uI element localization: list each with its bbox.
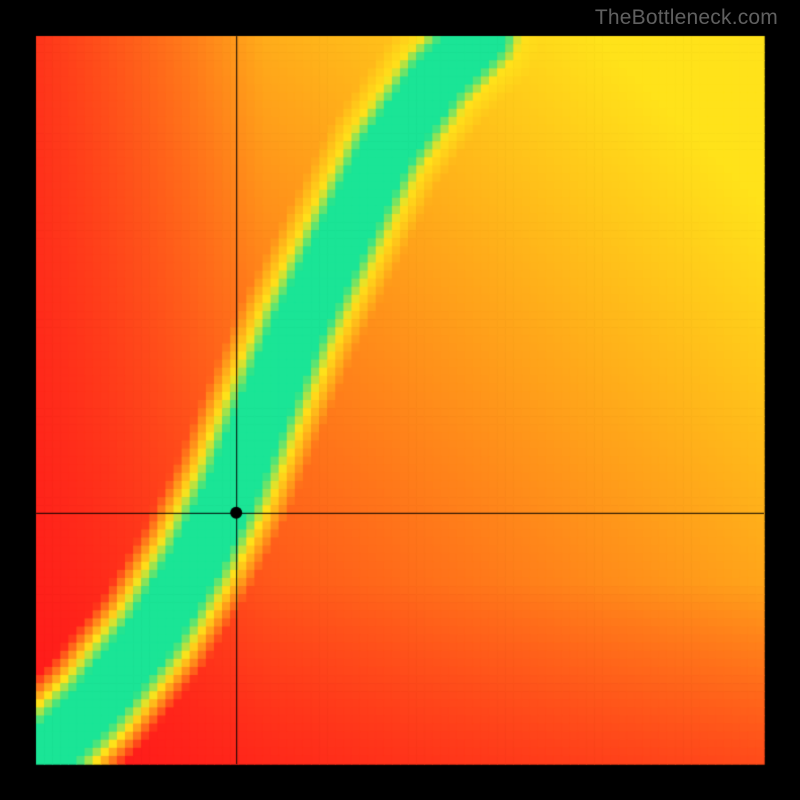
watermark-text: TheBottleneck.com bbox=[595, 6, 778, 30]
crosshair-overlay bbox=[0, 0, 800, 800]
chart-container: TheBottleneck.com bbox=[0, 0, 800, 800]
